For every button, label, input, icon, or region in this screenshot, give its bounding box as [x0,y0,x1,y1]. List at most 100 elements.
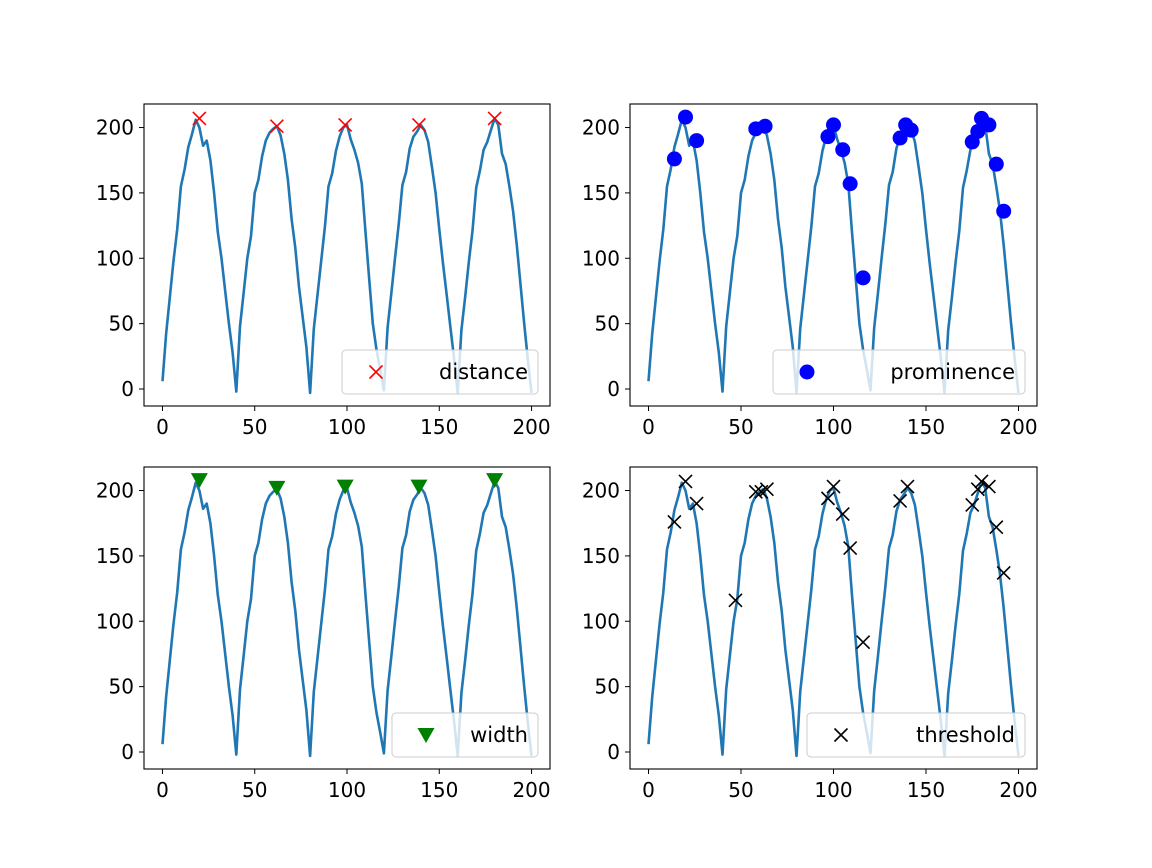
legend-box [772,349,1026,395]
y-tick-label: 200 [582,116,620,140]
peak-marker [689,133,705,149]
peak-marker [856,635,871,650]
legend-box [806,712,1026,758]
legend-box [391,712,539,758]
peak-marker [748,484,763,499]
peak-marker [678,109,693,125]
peak-marker [970,123,986,139]
y-tick-label: 100 [96,246,134,270]
y-tick-label: 100 [582,609,620,633]
x-tick-label: 50 [728,415,753,439]
x-tick-label: 150 [420,778,458,802]
x-tick-label: 50 [242,415,267,439]
peak-marker [411,117,427,132]
peak-marker [269,119,284,134]
y-tick-label: 100 [96,609,134,633]
x-tick-label: 0 [156,415,169,439]
peak-marker [728,593,743,608]
peak-marker [336,479,354,495]
peak-marker [855,270,871,286]
peak-marker [678,474,693,489]
legend: prominence [772,349,1026,395]
legend-marker [368,364,384,380]
peak-marker [892,130,908,146]
legend-marker [417,728,435,743]
peak-marker [759,482,774,497]
x-tick-label: 200 [512,778,550,802]
peak-marker [757,118,773,134]
x-tick-label: 50 [728,778,753,802]
x-tick-label: 200 [512,415,550,439]
y-tick-label: 150 [96,181,134,205]
subplot-distance: 0 50 100 150 200 0 50 100 150 200 distance [96,103,551,439]
peak-marker [989,520,1004,535]
peak-marker [996,565,1011,580]
peak-marker [835,142,851,158]
x-tick-label: 150 [907,415,945,439]
peak-marker [843,540,858,556]
peak-marker [981,117,997,133]
y-tick-label: 150 [582,544,620,568]
y-tick-label: 50 [595,312,620,336]
x-tick-label: 100 [328,778,366,802]
peak-marker [268,480,286,496]
x-tick-label: 100 [328,415,366,439]
y-tick-label: 0 [121,740,134,764]
peak-marker [667,514,682,529]
legend-label: width [470,723,528,747]
y-tick-label: 50 [109,312,134,336]
peak-marker [820,129,836,145]
legend-label: prominence [890,360,1015,384]
peak-marker [996,203,1012,219]
x-tick-label: 0 [156,778,169,802]
legend: threshold [806,712,1026,758]
x-tick-label: 50 [242,778,267,802]
peak-marker [192,111,207,126]
y-tick-label: 0 [607,740,620,764]
y-tick-label: 150 [96,544,134,568]
x-tick-label: 0 [642,778,655,802]
peak-marker [903,122,919,138]
y-tick-label: 50 [595,675,620,699]
y-tick-label: 100 [582,246,620,270]
legend-marker [833,727,849,743]
peak-marker [900,479,915,494]
y-tick-label: 50 [109,675,134,699]
x-tick-label: 150 [420,415,458,439]
x-tick-label: 200 [999,778,1037,802]
peak-marker [893,493,908,509]
x-tick-label: 100 [814,415,852,439]
subplot-width: 0 50 100 150 200 0 50 100 150 200 width [96,466,551,802]
y-tick-label: 200 [96,479,134,503]
subplot-prominence: 0 50 100 150 200 0 50 100 150 200 prominence [582,103,1038,439]
y-tick-label: 150 [582,181,620,205]
peak-marker [826,117,841,133]
peak-marker [988,156,1004,172]
peak-marker [190,473,208,489]
legend-marker [799,364,815,380]
peak-marker [820,491,836,506]
x-tick-label: 200 [999,415,1037,439]
peak-marker [970,482,985,497]
peak-marker [965,497,980,512]
signal-line [161,117,533,395]
peak-marker [826,479,841,494]
x-tick-label: 0 [642,415,655,439]
signal-line [647,480,1020,758]
peak-marker [486,473,504,489]
peak-marker [689,496,704,511]
y-tick-label: 200 [96,116,134,140]
legend: distance [341,349,539,395]
legend-box [341,349,539,395]
peak-marker [410,479,428,495]
peak-marker [974,474,989,489]
x-tick-label: 100 [814,778,852,802]
peak-marker [338,117,353,132]
subplot-threshold: 0 50 100 150 200 0 50 100 150 200 threshold [582,466,1038,802]
peak-marker [842,176,858,192]
legend-label: distance [439,360,528,384]
peak-marker [981,479,996,494]
legend-label: threshold [916,723,1015,747]
peak-marker [666,151,682,167]
